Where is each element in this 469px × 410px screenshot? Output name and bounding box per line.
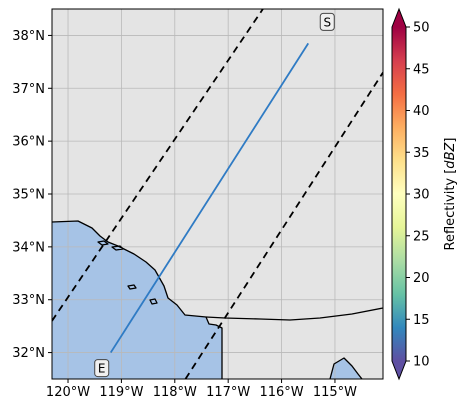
end-marker-label: S bbox=[323, 15, 331, 29]
start-marker-label: E bbox=[98, 362, 106, 376]
map-axes: E S 120°W 119°W 118°W 117°W 116°W 115°W 32°N3… bbox=[12, 8, 384, 400]
lat-tick-label: 35°N bbox=[12, 188, 45, 203]
colorbar-label: Reflectivity [dBZ] bbox=[443, 138, 458, 251]
colorbar-tick-label: 40 bbox=[413, 104, 430, 119]
channel-island-4 bbox=[149, 298, 158, 305]
lon-tick-label: 115°W bbox=[313, 385, 357, 400]
lat-tick-label: 34°N bbox=[12, 240, 45, 255]
colorbar-extend-min bbox=[392, 361, 406, 379]
colorbar-tick-label: 25 bbox=[413, 229, 430, 244]
end-marker-box bbox=[319, 12, 335, 31]
colorbar-tick-label: 15 bbox=[413, 313, 430, 328]
lon-tick-label: 116°W bbox=[259, 385, 303, 400]
channel-island-3 bbox=[127, 284, 137, 290]
swath-left-edge bbox=[52, 9, 264, 322]
gulf-of-california bbox=[330, 358, 362, 379]
latitude-ticks: 32°N 33°N 34°N 35°N 36°N 37°N 38°N bbox=[12, 29, 52, 361]
colorbar-ticks: 10 15 20 25 30 35 40 45 50 bbox=[406, 21, 430, 370]
colorbar-tick-label: 50 bbox=[413, 21, 430, 36]
colorbar: 10 15 20 25 30 35 40 45 50 Reflectivity [dBZ] bbox=[391, 7, 458, 381]
lon-tick-label: 118°W bbox=[153, 385, 197, 400]
swath-right-edge bbox=[184, 71, 383, 379]
channel-island-2 bbox=[111, 245, 124, 251]
colorbar-gradient bbox=[392, 27, 406, 361]
colorbar-extend-max bbox=[392, 9, 406, 27]
lat-tick-label: 33°N bbox=[12, 293, 45, 308]
gulf-coast bbox=[329, 357, 363, 379]
colorbar-label-unit: dBZ bbox=[443, 142, 458, 169]
colorbar-tick-label: 35 bbox=[413, 146, 430, 161]
lat-tick-label: 37°N bbox=[12, 82, 45, 97]
cross-section-start-marker: E bbox=[94, 359, 110, 378]
colorbar-tick-label: 30 bbox=[413, 188, 430, 203]
lon-tick-label: 119°W bbox=[99, 385, 143, 400]
coastlines-and-borders bbox=[52, 220, 383, 379]
channel-island-1 bbox=[97, 240, 109, 246]
lon-tick-label: 117°W bbox=[206, 385, 250, 400]
swath-edges bbox=[52, 9, 383, 379]
longitude-ticks: 120°W 119°W 118°W 117°W 116°W 115°W bbox=[46, 379, 357, 400]
colorbar-label-main: Reflectivity bbox=[443, 174, 458, 251]
cross-section-line bbox=[109, 42, 310, 354]
map-gridlines bbox=[52, 9, 383, 379]
coastline bbox=[52, 220, 223, 379]
start-marker-box bbox=[94, 359, 110, 378]
cross-section-end-marker: S bbox=[319, 12, 335, 31]
colorbar-tick-label: 45 bbox=[413, 62, 430, 77]
lat-tick-label: 38°N bbox=[12, 29, 45, 44]
colorbar-tick-label: 20 bbox=[413, 271, 430, 286]
lon-tick-label: 120°W bbox=[46, 385, 90, 400]
colorbar-tick-label: 10 bbox=[413, 355, 430, 370]
lat-tick-label: 36°N bbox=[12, 135, 45, 150]
lat-tick-label: 32°N bbox=[12, 346, 45, 361]
